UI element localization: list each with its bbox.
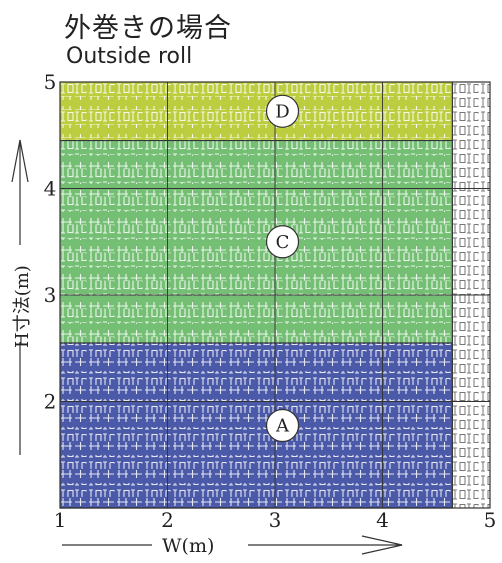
region-label-circle xyxy=(265,225,300,259)
region-row-pattern xyxy=(60,96,453,110)
region-row-pattern xyxy=(60,210,453,225)
region-label-text: D xyxy=(275,101,289,122)
y-axis-arrow xyxy=(11,139,29,455)
region-label-text: A xyxy=(275,415,290,436)
region-label-circle xyxy=(265,408,300,443)
region-row-pattern xyxy=(60,468,453,483)
region-row-pattern xyxy=(60,412,453,427)
x-tick-label: 1 xyxy=(54,508,67,532)
region-label-text: C xyxy=(276,232,290,253)
region-row-pattern xyxy=(60,238,453,253)
region-row-pattern xyxy=(60,124,453,138)
y-tick-label: 3 xyxy=(44,283,57,307)
region-row-pattern xyxy=(60,384,453,399)
plot-frame xyxy=(59,81,491,509)
region-row-pattern xyxy=(60,154,453,169)
x-tick-label: 4 xyxy=(376,508,389,532)
region-label-a: A xyxy=(265,408,300,443)
x-tick-label: 5 xyxy=(484,508,497,532)
region-row-pattern xyxy=(60,294,453,309)
region-label-circle xyxy=(265,94,300,128)
y-tick-label: 4 xyxy=(44,177,57,201)
chart-title: 外巻きの場合 xyxy=(64,13,232,44)
chart-subtitle: Outside roll xyxy=(66,44,193,69)
region-row-pattern xyxy=(60,440,453,455)
x-tick-label: 2 xyxy=(161,508,174,532)
x-axis-label: W(m) xyxy=(162,535,214,557)
x-axis-arrow xyxy=(62,535,403,555)
x-tick-label: 3 xyxy=(269,508,282,532)
y-tick-label: 2 xyxy=(44,390,57,414)
region-row-pattern xyxy=(60,182,453,197)
region-label-c: C xyxy=(265,225,300,259)
region-label-d: D xyxy=(265,94,300,128)
region-row-pattern xyxy=(60,322,453,337)
region-row-pattern xyxy=(60,496,453,508)
region-row-pattern xyxy=(60,356,453,371)
y-tick-label: 5 xyxy=(44,70,57,94)
y-axis-label: H寸法(m) xyxy=(12,265,33,348)
region-row-pattern xyxy=(60,266,453,281)
